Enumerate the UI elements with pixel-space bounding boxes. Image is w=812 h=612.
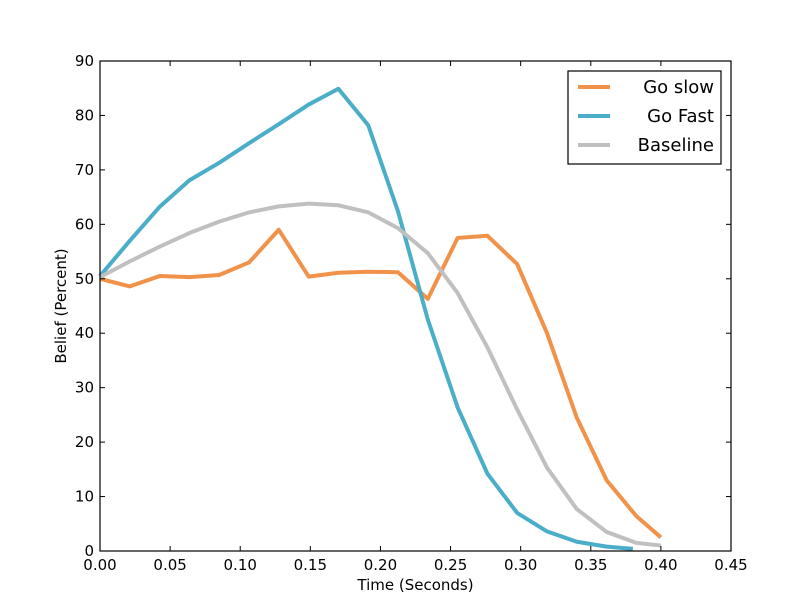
x-axis-ticks: 0.00 0.05 0.10 0.15 0.20 0.25 0.30 0.35 0.40 0.45 [83, 61, 748, 574]
legend-item: Go slow [578, 77, 714, 98]
x-tick-label: 0.20 [364, 556, 397, 574]
y-tick-label: 80 [75, 106, 94, 124]
x-tick-label: 0.40 [644, 556, 677, 574]
x-tick-label: 0.00 [83, 556, 116, 574]
y-tick-label: 10 [75, 488, 94, 506]
x-tick-label: 0.45 [714, 556, 747, 574]
plot-frame [99, 60, 732, 552]
y-axis-ticks: 0 10 20 30 40 50 60 70 80 90 [75, 52, 731, 560]
legend-label: Go Fast [647, 106, 714, 127]
x-tick-label: 0.25 [434, 556, 467, 574]
y-tick-label: 90 [75, 52, 94, 70]
legend: Go slow Go Fast Baseline [567, 70, 722, 165]
series-line [99, 227, 663, 539]
y-tick-label: 0 [84, 542, 94, 560]
x-tick-label: 0.05 [153, 556, 186, 574]
series-layer [98, 86, 663, 551]
x-tick-label: 0.35 [574, 556, 607, 574]
y-tick-label: 70 [75, 161, 94, 179]
y-axis-label: Belief (Percent) [52, 248, 70, 363]
legend-item: Go Fast [578, 106, 714, 127]
y-tick-label: 60 [75, 215, 94, 233]
x-tick-label: 0.30 [504, 556, 537, 574]
y-tick-label: 50 [75, 270, 94, 288]
legend-label: Baseline [638, 135, 714, 156]
legend-label: Go slow [643, 77, 714, 98]
x-tick-label: 0.15 [294, 556, 327, 574]
x-tick-label: 0.10 [224, 556, 257, 574]
x-axis-label: Time (Seconds) [356, 576, 473, 594]
y-tick-label: 30 [75, 379, 94, 397]
legend-item: Baseline [578, 135, 714, 156]
series-baseline [99, 201, 662, 548]
series-line [99, 201, 662, 548]
y-tick-label: 40 [75, 324, 94, 342]
y-tick-label: 20 [75, 433, 94, 451]
